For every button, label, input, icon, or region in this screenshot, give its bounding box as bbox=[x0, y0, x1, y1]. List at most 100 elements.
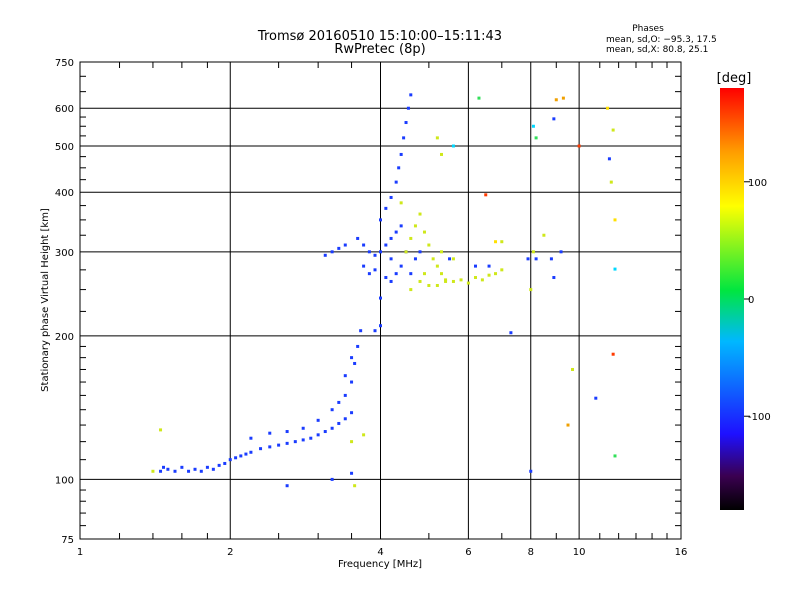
data-point bbox=[418, 279, 422, 283]
axis-ticks: 1 2 4 6 8 10 16 75 100 200 300 400 500 600 750 bbox=[55, 58, 687, 558]
x-tick-label: 4 bbox=[377, 547, 383, 558]
data-point bbox=[406, 106, 410, 110]
y-tick-label: 100 bbox=[55, 475, 74, 486]
data-point bbox=[244, 452, 248, 456]
data-point bbox=[609, 180, 613, 184]
colorbar bbox=[720, 88, 744, 510]
data-point bbox=[367, 250, 371, 254]
data-point bbox=[431, 257, 435, 261]
data-point bbox=[285, 430, 289, 434]
data-point bbox=[389, 195, 393, 199]
data-point bbox=[343, 393, 347, 397]
data-point bbox=[399, 224, 403, 228]
data-point bbox=[330, 426, 334, 430]
data-point bbox=[494, 240, 498, 244]
data-point bbox=[362, 433, 366, 437]
data-point bbox=[529, 469, 533, 473]
data-point bbox=[440, 272, 444, 276]
chart-title: Tromsø 20160510 15:10:00–15:11:43 bbox=[257, 29, 502, 44]
data-point bbox=[399, 201, 403, 205]
data-point bbox=[409, 93, 413, 97]
data-point bbox=[459, 278, 463, 282]
data-point bbox=[151, 469, 155, 473]
data-point bbox=[542, 233, 546, 237]
data-point bbox=[531, 124, 535, 128]
data-point bbox=[409, 236, 413, 240]
y-tick-label: 500 bbox=[55, 142, 74, 153]
data-point bbox=[180, 465, 184, 469]
data-point bbox=[268, 445, 272, 449]
data-point bbox=[607, 157, 611, 161]
y-axis-label: Stationary phase Virtual Height [km] bbox=[40, 208, 51, 392]
y-tick-label: 75 bbox=[61, 535, 74, 546]
data-point bbox=[440, 250, 444, 254]
data-point bbox=[435, 264, 439, 268]
data-point bbox=[500, 240, 504, 244]
phase-stats-x: mean, sd,X: 80.8, 25.1 bbox=[606, 45, 708, 55]
data-point bbox=[309, 436, 313, 440]
data-point bbox=[451, 257, 455, 261]
data-point bbox=[404, 121, 408, 125]
data-point bbox=[301, 438, 305, 442]
data-point bbox=[373, 253, 377, 257]
data-point bbox=[394, 272, 398, 276]
data-point bbox=[384, 206, 388, 210]
data-point bbox=[480, 278, 484, 282]
data-point bbox=[343, 417, 347, 421]
data-point bbox=[613, 218, 617, 222]
data-point bbox=[422, 230, 426, 234]
colorbar-tick-label: -100 bbox=[748, 412, 771, 423]
data-point bbox=[427, 283, 431, 287]
data-point bbox=[249, 450, 253, 454]
data-point bbox=[356, 236, 360, 240]
data-point bbox=[477, 96, 481, 100]
data-point bbox=[384, 276, 388, 280]
data-point bbox=[193, 467, 197, 471]
data-point bbox=[379, 250, 382, 254]
data-point bbox=[285, 484, 289, 488]
data-point bbox=[373, 268, 377, 272]
data-point bbox=[409, 288, 413, 292]
data-point bbox=[379, 296, 382, 300]
data-point bbox=[413, 224, 417, 228]
data-point bbox=[330, 250, 334, 254]
data-point bbox=[367, 272, 371, 276]
data-point bbox=[473, 264, 477, 268]
data-point bbox=[399, 152, 403, 156]
data-point bbox=[435, 283, 439, 287]
data-point bbox=[293, 440, 297, 444]
data-point bbox=[343, 243, 347, 247]
colorbar-tick-label: 100 bbox=[748, 178, 767, 189]
data-point bbox=[159, 469, 163, 473]
y-tick-label: 750 bbox=[55, 58, 74, 69]
data-point bbox=[404, 250, 408, 254]
data-point bbox=[350, 356, 354, 360]
data-point bbox=[350, 471, 354, 475]
data-point bbox=[268, 431, 272, 435]
colorbar-tick-label: 0 bbox=[748, 295, 754, 306]
y-tick-label: 400 bbox=[55, 188, 74, 199]
phase-stats-heading: Phases bbox=[632, 24, 664, 34]
data-point bbox=[337, 421, 341, 425]
data-point bbox=[337, 246, 341, 250]
data-point bbox=[394, 230, 398, 234]
data-point bbox=[379, 324, 382, 328]
grid-lines bbox=[80, 62, 681, 539]
data-point bbox=[217, 463, 221, 467]
data-point bbox=[359, 329, 363, 333]
data-point bbox=[249, 436, 253, 440]
data-point bbox=[409, 272, 413, 276]
data-point bbox=[362, 264, 366, 268]
data-point bbox=[301, 426, 305, 430]
data-point bbox=[451, 279, 455, 283]
data-point bbox=[323, 253, 327, 257]
data-point bbox=[554, 98, 558, 102]
x-tick-label: 10 bbox=[573, 547, 586, 558]
data-point bbox=[389, 236, 393, 240]
data-point bbox=[373, 329, 377, 333]
y-tick-label: 200 bbox=[55, 332, 74, 343]
data-point bbox=[277, 443, 281, 447]
data-point bbox=[399, 264, 403, 268]
data-point bbox=[389, 257, 393, 261]
